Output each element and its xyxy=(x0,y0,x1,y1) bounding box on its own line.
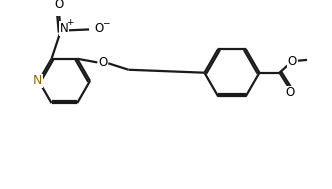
Text: O: O xyxy=(288,55,297,68)
Text: +: + xyxy=(66,18,74,27)
Text: N: N xyxy=(60,22,69,35)
Text: N: N xyxy=(33,74,42,88)
Text: O: O xyxy=(98,56,108,69)
Text: −: − xyxy=(102,19,109,28)
Text: O: O xyxy=(285,86,294,99)
Text: O: O xyxy=(95,22,104,35)
Text: O: O xyxy=(54,0,63,11)
